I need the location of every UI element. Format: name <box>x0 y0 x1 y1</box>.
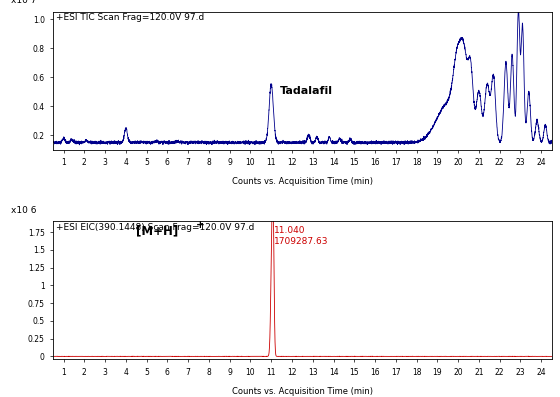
Text: +ESI EIC(390.1448) Scan Frag=120.0V 97.d: +ESI EIC(390.1448) Scan Frag=120.0V 97.d <box>55 223 254 232</box>
Text: +: + <box>195 220 204 230</box>
Text: x10 6: x10 6 <box>11 206 36 214</box>
Text: Tadalafil: Tadalafil <box>279 86 333 96</box>
Text: +ESI TIC Scan Frag=120.0V 97.d: +ESI TIC Scan Frag=120.0V 97.d <box>55 13 204 22</box>
X-axis label: Counts vs. Acquisition Time (min): Counts vs. Acquisition Time (min) <box>232 387 373 396</box>
Text: [M+H]: [M+H] <box>136 224 179 237</box>
Text: 11.040: 11.040 <box>274 226 306 235</box>
Text: x10 7: x10 7 <box>11 0 36 5</box>
X-axis label: Counts vs. Acquisition Time (min): Counts vs. Acquisition Time (min) <box>232 177 373 186</box>
Text: 1709287.63: 1709287.63 <box>274 237 329 246</box>
